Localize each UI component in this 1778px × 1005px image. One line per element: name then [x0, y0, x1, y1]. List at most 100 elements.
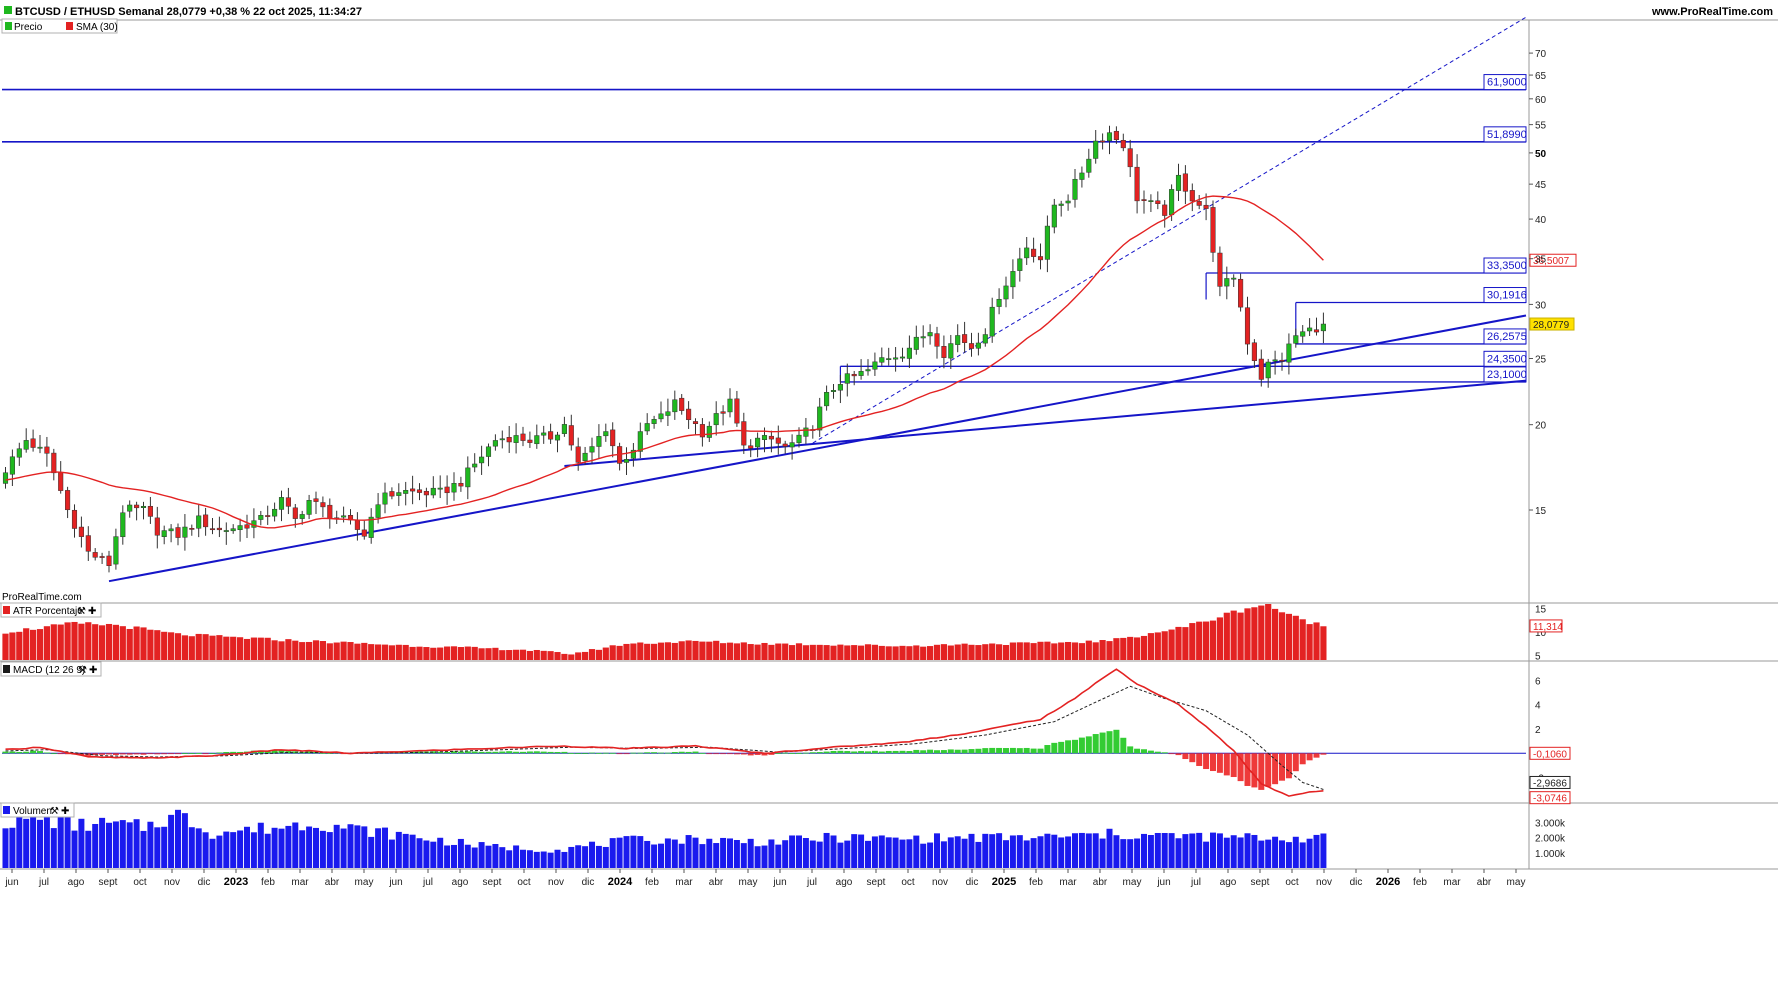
macd-hist-bar — [64, 753, 71, 755]
atr-tick-label: 5 — [1535, 651, 1541, 662]
month-label: oct — [901, 877, 915, 888]
macd-hist-bar — [50, 753, 57, 755]
candle-up — [589, 437, 595, 464]
volume-bar — [1196, 832, 1203, 868]
candle-up — [713, 401, 719, 436]
macd-hist-bar — [575, 753, 582, 754]
candle-body — [920, 336, 926, 339]
atr-bar — [851, 645, 858, 660]
macd-hist-bar — [982, 748, 989, 754]
volume-bar — [623, 836, 630, 868]
level-badge: 30,1916 — [1483, 287, 1527, 304]
candle-up — [803, 417, 809, 444]
volume-bar — [264, 833, 271, 868]
trend-lines — [108, 16, 1527, 583]
month-label: abr — [709, 877, 724, 888]
candle-down — [575, 437, 581, 471]
volume-bar — [2, 828, 9, 868]
macd-hist-bar — [906, 751, 913, 754]
candle-body — [941, 346, 947, 358]
candle-up — [1106, 125, 1113, 155]
candle-body — [520, 433, 526, 441]
candle-body — [817, 406, 823, 431]
macd-hist-bar — [1113, 729, 1120, 754]
macd-axis: -20246-0,1060-2,9686-3,0746 — [1529, 676, 1571, 805]
atr-bar — [1313, 622, 1320, 660]
month-label: dic — [198, 877, 211, 888]
candle-body — [230, 528, 236, 532]
volume-bar — [1023, 840, 1030, 868]
volume-bar — [616, 837, 623, 868]
wrench-icon[interactable]: ⚒ — [77, 606, 86, 617]
candle-body — [1169, 189, 1175, 216]
legend-volume[interactable]: Volumen ⚒ ✚ — [0, 802, 75, 818]
candle-down — [71, 504, 78, 538]
candle-body — [1058, 203, 1064, 206]
month-label: may — [1123, 877, 1142, 888]
volume-bar — [954, 836, 961, 868]
candle-down — [810, 425, 816, 439]
legend-price-label: Precio — [14, 22, 43, 33]
candle-up — [975, 332, 981, 356]
atr-bar — [437, 647, 444, 660]
legend-macd[interactable]: MACD (12 26 9) ⚒ ✚ — [0, 661, 102, 677]
volume-bar — [1182, 834, 1189, 868]
macd-hist-bar — [1203, 753, 1210, 770]
candle-body — [830, 390, 837, 392]
atr-bar — [168, 632, 175, 660]
volume-bar — [533, 851, 540, 868]
atr-bar — [823, 645, 830, 660]
candle-down — [548, 423, 554, 444]
candle-body — [748, 445, 754, 449]
atr-bar — [1230, 610, 1237, 660]
candle-up — [534, 424, 540, 449]
candle-down — [1203, 193, 1209, 221]
volume-bar — [727, 838, 733, 868]
sma-value-badge: 36,5007 — [1529, 253, 1577, 267]
volume-bar — [1237, 837, 1244, 868]
level-badge: 26,2575 — [1483, 328, 1527, 345]
plus-icon[interactable]: ✚ — [88, 606, 96, 617]
plus-icon[interactable]: ✚ — [89, 665, 97, 676]
candle-body — [92, 552, 98, 558]
legend-price[interactable]: Precio SMA (30) — [1, 18, 118, 34]
macd-hist-bar — [865, 751, 871, 754]
macd-hist-bar — [99, 753, 106, 755]
wrench-icon[interactable]: ⚒ — [78, 665, 87, 676]
candle-body — [292, 507, 298, 519]
candle-body — [389, 491, 395, 497]
month-label: dic — [1350, 877, 1363, 888]
level-badge: 61,9000 — [1483, 74, 1527, 91]
month-label: mar — [675, 877, 693, 888]
candle-up — [706, 421, 712, 442]
macd-hist-bar — [837, 750, 844, 754]
panel-frames — [0, 19, 1778, 870]
legend-atr[interactable]: ATR Porcentaje ⚒ ✚ — [0, 602, 102, 618]
candle-body — [899, 356, 906, 359]
macd-hist-bar — [1058, 741, 1065, 754]
plus-icon[interactable]: ✚ — [61, 806, 69, 817]
volume-bar — [547, 852, 554, 868]
volume-bar — [1065, 836, 1072, 868]
candle-body — [1162, 204, 1168, 216]
candle-down — [1196, 194, 1202, 210]
macd-hist-bar — [506, 751, 513, 754]
month-label: jun — [772, 877, 786, 888]
candle-up — [989, 297, 995, 343]
atr-bar — [1216, 617, 1223, 660]
volume-bar — [1203, 841, 1210, 868]
macd-hist-bar — [451, 751, 457, 754]
candle-body — [630, 449, 636, 459]
candle-body — [327, 504, 333, 519]
volume-bar — [223, 831, 230, 868]
macd-hist-bar — [188, 753, 195, 754]
candle-body — [127, 504, 133, 512]
month-label: feb — [1029, 877, 1043, 888]
price-swatch-icon — [5, 22, 12, 30]
atr-bar — [1120, 637, 1127, 660]
atr-bar — [243, 638, 251, 660]
candle-body — [1148, 200, 1154, 202]
atr-bar — [1037, 641, 1044, 660]
wrench-icon[interactable]: ⚒ — [50, 806, 59, 817]
volume-bar — [1072, 833, 1078, 868]
